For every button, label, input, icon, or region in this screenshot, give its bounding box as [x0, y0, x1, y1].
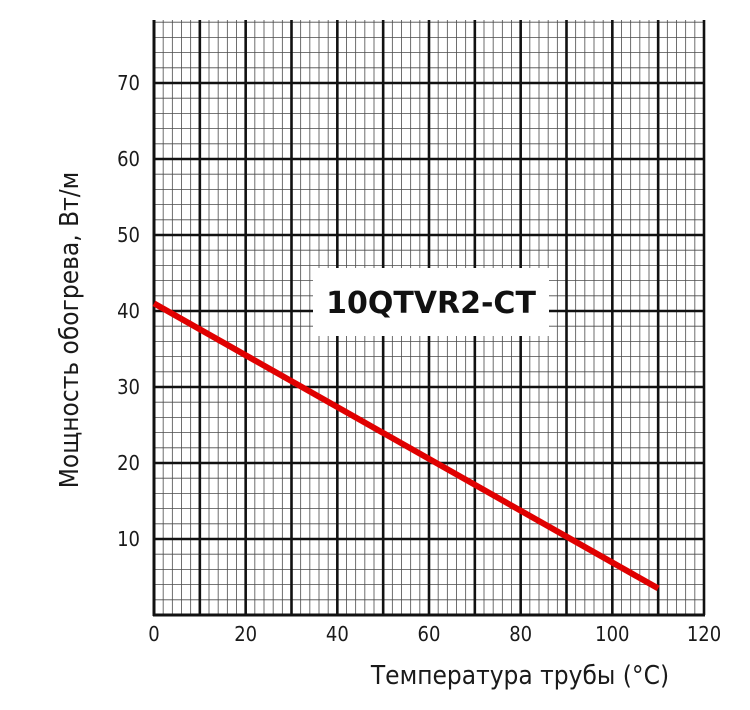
x-tick-label: 20: [234, 622, 257, 646]
y-tick-label: 60: [117, 147, 140, 171]
series-layer: [152, 300, 660, 592]
x-tick-labels: 0 20 40 60 80 100 120: [148, 622, 721, 646]
series-label: 10QTVR2-CT: [326, 286, 536, 321]
series-label-background: [313, 268, 549, 336]
y-tick-label: 40: [117, 299, 140, 323]
y-tick-labels: 10 20 30 40 50 60 70: [117, 71, 140, 551]
x-tick-label: 60: [418, 622, 441, 646]
x-tick-label: 100: [595, 622, 629, 646]
y-tick-label: 70: [117, 71, 140, 95]
y-tick-label: 30: [117, 375, 140, 399]
y-tick-label: 10: [117, 527, 140, 551]
x-axis-label: Температура трубы (°C): [370, 661, 669, 691]
x-tick-label: 0: [148, 622, 159, 646]
x-tick-label: 120: [687, 622, 721, 646]
series-line: [152, 300, 660, 592]
y-tick-label: 20: [117, 451, 140, 475]
y-tick-label: 50: [117, 223, 140, 247]
x-tick-label: 80: [509, 622, 532, 646]
x-tick-label: 40: [326, 622, 349, 646]
y-axis-label: Мощность обогрева, Вт/м: [55, 172, 85, 489]
